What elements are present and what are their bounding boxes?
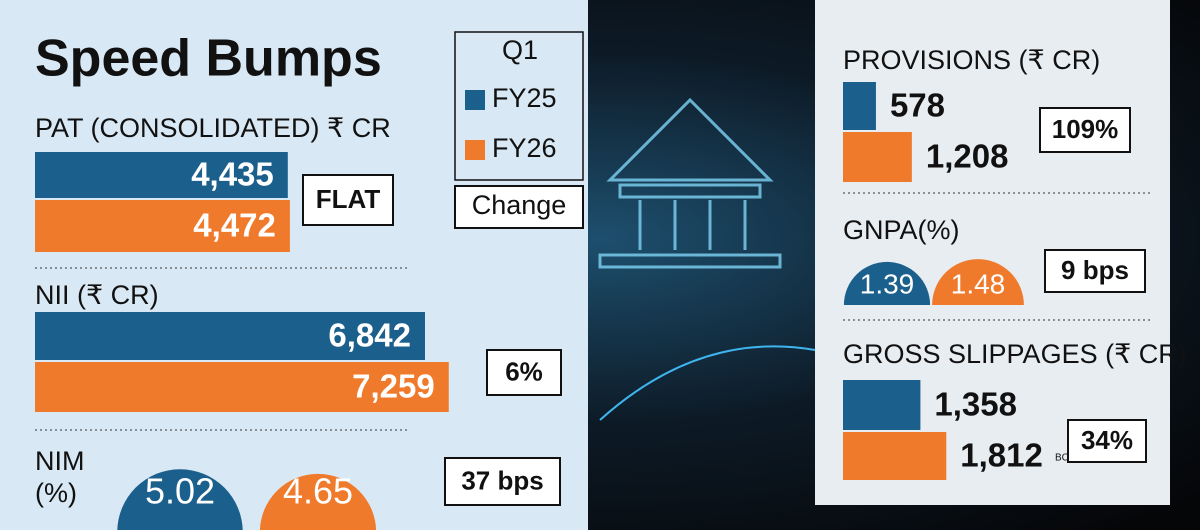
half-circle [932,259,1024,305]
change-box [1044,249,1146,293]
bank-icon [598,97,782,269]
bar [843,380,921,430]
bar [35,362,449,412]
light-streak [599,345,816,421]
legend-swatch [465,140,485,160]
bar [35,152,288,198]
legend-label: FY26 [492,133,557,163]
bar [843,132,912,182]
panel-label: NIM (%) [35,446,85,508]
value-label: 1.39 [860,268,915,299]
value-label: 4,472 [193,207,276,244]
change-label: FLAT [316,184,381,214]
change-label: 34% [1081,425,1133,455]
value-label: 5.02 [145,471,215,512]
panel-label: NII (₹ CR) [35,280,159,310]
panel-label: PAT (CONSOLIDATED) ₹ CR [35,113,391,143]
left-panel [0,0,588,530]
bar [35,200,290,252]
change-box [486,349,562,396]
legend-label: FY25 [492,83,557,113]
bar [35,312,425,360]
value-label: 6,842 [328,317,411,354]
value-label: 4,435 [191,156,274,193]
legend-box [454,31,584,181]
title: Speed Bumps [35,30,382,88]
value-label: 578 [890,87,945,124]
change-label: 109% [1052,114,1119,144]
bar [843,82,876,130]
value-label: 1.48 [951,268,1006,299]
legend-title: Q1 [502,35,538,65]
panel-label: GNPA(%) [843,215,960,245]
change-box [302,174,394,226]
legend-change: Change [472,190,567,220]
panel-label: PROVISIONS (₹ CR) [843,45,1100,75]
change-box [1067,419,1147,463]
panel-label: GROSS SLIPPAGES (₹ CR) [843,339,1187,369]
legend-swatch [465,90,485,110]
change-label: 37 bps [461,465,543,495]
legend-change-box [454,185,584,229]
half-circle [117,469,243,530]
value-label: 7,259 [352,368,435,405]
value-label: 1,358 [934,386,1017,423]
change-label: 6% [505,356,543,386]
value-label: 1,812 [960,437,1043,474]
change-box [1039,107,1131,153]
bar [843,432,947,480]
half-circle [259,473,377,530]
value-label: 4.65 [283,471,353,512]
half-circle [843,261,931,305]
value-label: 1,208 [926,138,1009,175]
change-box [444,457,561,506]
change-label: 9 bps [1061,255,1129,285]
